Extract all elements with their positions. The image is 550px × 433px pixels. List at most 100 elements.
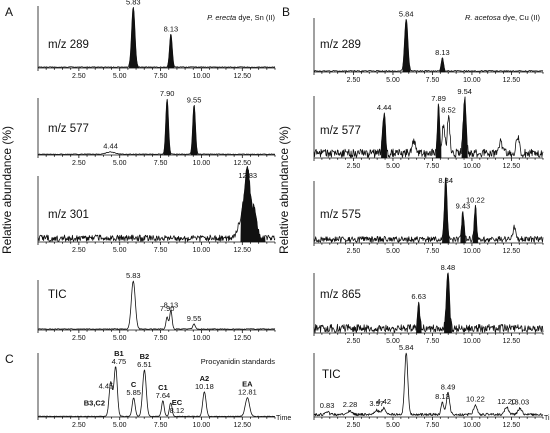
x-tick-label: 10.00	[193, 73, 211, 80]
filled-peak-b3-2	[472, 205, 479, 244]
peak-label: C1	[158, 383, 168, 392]
peak-label: 4.44	[103, 142, 118, 151]
x-tick-label: 2.50	[347, 422, 361, 429]
trace-label: m/z 577	[320, 125, 361, 137]
y-axis-label: Relative abundance (%)	[0, 126, 14, 254]
x-tick-label: 7.50	[154, 335, 168, 342]
x-tick-label: 2.50	[347, 163, 361, 170]
peak-label: 7.89	[431, 94, 446, 103]
signal-trace-b3	[313, 177, 544, 243]
x-tick-label: 12.50	[503, 422, 521, 429]
x-tick-label: 10.00	[463, 77, 481, 84]
peak-label: 9.54	[457, 87, 472, 96]
x-tick-label: 5.00	[386, 338, 400, 345]
peak-label: 7.90	[160, 304, 175, 313]
filled-peak-b1-0	[402, 19, 411, 73]
peak-label: 12.83	[238, 171, 257, 180]
peak-label: 8.34	[438, 176, 453, 185]
x-tick-label: 7.50	[426, 77, 440, 84]
peak-label: EC	[172, 398, 183, 407]
trace-label: m/z 289	[48, 39, 89, 51]
peak-label: 7.90	[160, 89, 175, 98]
x-tick-label: 12.50	[503, 248, 521, 255]
x-tick-label: 2.50	[347, 248, 361, 255]
peak-label: 6.63	[411, 292, 426, 301]
chromatogram-a1: 2.50 5.00 7.50 10.00 12.50 m/z 289 5.83 8.13 A P.…	[5, 0, 276, 80]
x-tick-label: 10.00	[193, 247, 211, 254]
peak-label: 5.83	[126, 0, 141, 6]
signal-trace-a2	[37, 98, 276, 155]
peak-label: 8.13	[164, 300, 179, 309]
x-tick-label: 5.00	[113, 73, 127, 80]
signal-trace-a4	[37, 280, 276, 330]
peak-label: 3.97	[369, 399, 384, 408]
x-tick-label: 2.50	[347, 338, 361, 345]
chromatogram-b5: 2.50 5.00 7.50 10.00 12.50 Time TIC 0.83 2.28 3.9…	[313, 343, 550, 429]
peak-label: 0.83	[320, 401, 335, 410]
x-tick-label: 12.50	[503, 77, 521, 84]
x-tick-label: 10.00	[463, 422, 481, 429]
panel-letter: A	[5, 5, 13, 19]
sample-description: Procyanidin standards	[201, 357, 275, 366]
peak-label: 9.55	[187, 95, 202, 104]
signal-trace-a3	[37, 165, 276, 242]
x-tick-label: 7.50	[154, 422, 168, 429]
peak-label: 10.18	[195, 382, 214, 391]
peak-label: B3,C2	[84, 398, 105, 407]
peak-label: 4.44	[377, 103, 392, 112]
x-tick-label: 5.00	[113, 247, 127, 254]
x-tick-label: 12.50	[234, 160, 252, 167]
peak-label: 5.83	[126, 271, 141, 280]
peak-label: 12.81	[238, 388, 257, 397]
peak-label: EA	[242, 380, 253, 389]
peak-label: 13.03	[510, 397, 529, 406]
x-tick-label: 2.50	[72, 73, 86, 80]
x-tick-label: 2.50	[72, 335, 86, 342]
x-tick-label: 5.00	[113, 422, 127, 429]
y-axis-label-right: Relative abundance (%)	[277, 126, 291, 254]
x-tick-label: 12.50	[234, 247, 252, 254]
peak-label: 8.52	[441, 105, 456, 114]
peak-label: 8.12	[170, 406, 185, 415]
x-axis-unit: Time	[544, 415, 550, 422]
peak-label: 7.64	[156, 391, 171, 400]
peak-label: 12.20	[497, 397, 516, 406]
x-tick-label: 5.00	[386, 163, 400, 170]
x-tick-label: 10.00	[193, 422, 211, 429]
chromatogram-c: 2.50 5.00 7.50 10.00 12.50 Time B3,C2 4.45 B14.7…	[5, 349, 291, 429]
peak-label: 8.13	[435, 48, 450, 57]
peak-label: 8.13	[164, 25, 179, 34]
chromatogram-a3: 2.50 5.00 7.50 10.00 12.50 m/z 301 12.83	[37, 165, 276, 254]
peak-label: 8.13	[435, 392, 450, 401]
x-tick-label: 5.00	[113, 335, 127, 342]
chromatogram-a2: 2.50 5.00 7.50 10.00 12.50 m/z 577 4.44 7.90 9.5…	[37, 89, 276, 167]
x-tick-label: 2.50	[72, 247, 86, 254]
chromatogram-b4: 2.50 5.00 7.50 10.00 12.50 m/z 865 6.63 8.48	[313, 263, 544, 345]
x-tick-label: 5.00	[386, 248, 400, 255]
x-tick-label: 7.50	[426, 163, 440, 170]
x-tick-label: 7.50	[426, 338, 440, 345]
peak-label: 10.22	[466, 195, 485, 204]
panel-letter: C	[5, 352, 14, 366]
x-axis-unit: Time	[276, 415, 291, 422]
x-tick-label: 10.00	[193, 160, 211, 167]
peak-label: 8.48	[441, 263, 456, 272]
x-tick-label: 5.00	[113, 160, 127, 167]
x-tick-label: 5.00	[386, 77, 400, 84]
x-tick-label: 2.50	[347, 77, 361, 84]
trace-label: m/z 289	[320, 39, 361, 51]
trace-label: m/z 865	[320, 289, 361, 301]
x-tick-label: 7.50	[426, 422, 440, 429]
peak-label: 9.55	[187, 314, 202, 323]
signal-trace-b1	[313, 18, 544, 72]
x-tick-label: 2.50	[72, 160, 86, 167]
peak-label: 9.43	[456, 202, 471, 211]
peak-label: 5.85	[126, 388, 141, 397]
panel-letter: B	[282, 5, 290, 19]
trace-label: m/z 301	[48, 209, 89, 221]
chromatogram-a4: 2.50 5.00 7.50 10.00 12.50 TIC 5.83 7.908.13 9.5…	[37, 271, 276, 342]
trace-label: TIC	[48, 289, 67, 301]
peak-label: A2	[200, 374, 210, 383]
signal-trace-b4	[313, 272, 544, 333]
